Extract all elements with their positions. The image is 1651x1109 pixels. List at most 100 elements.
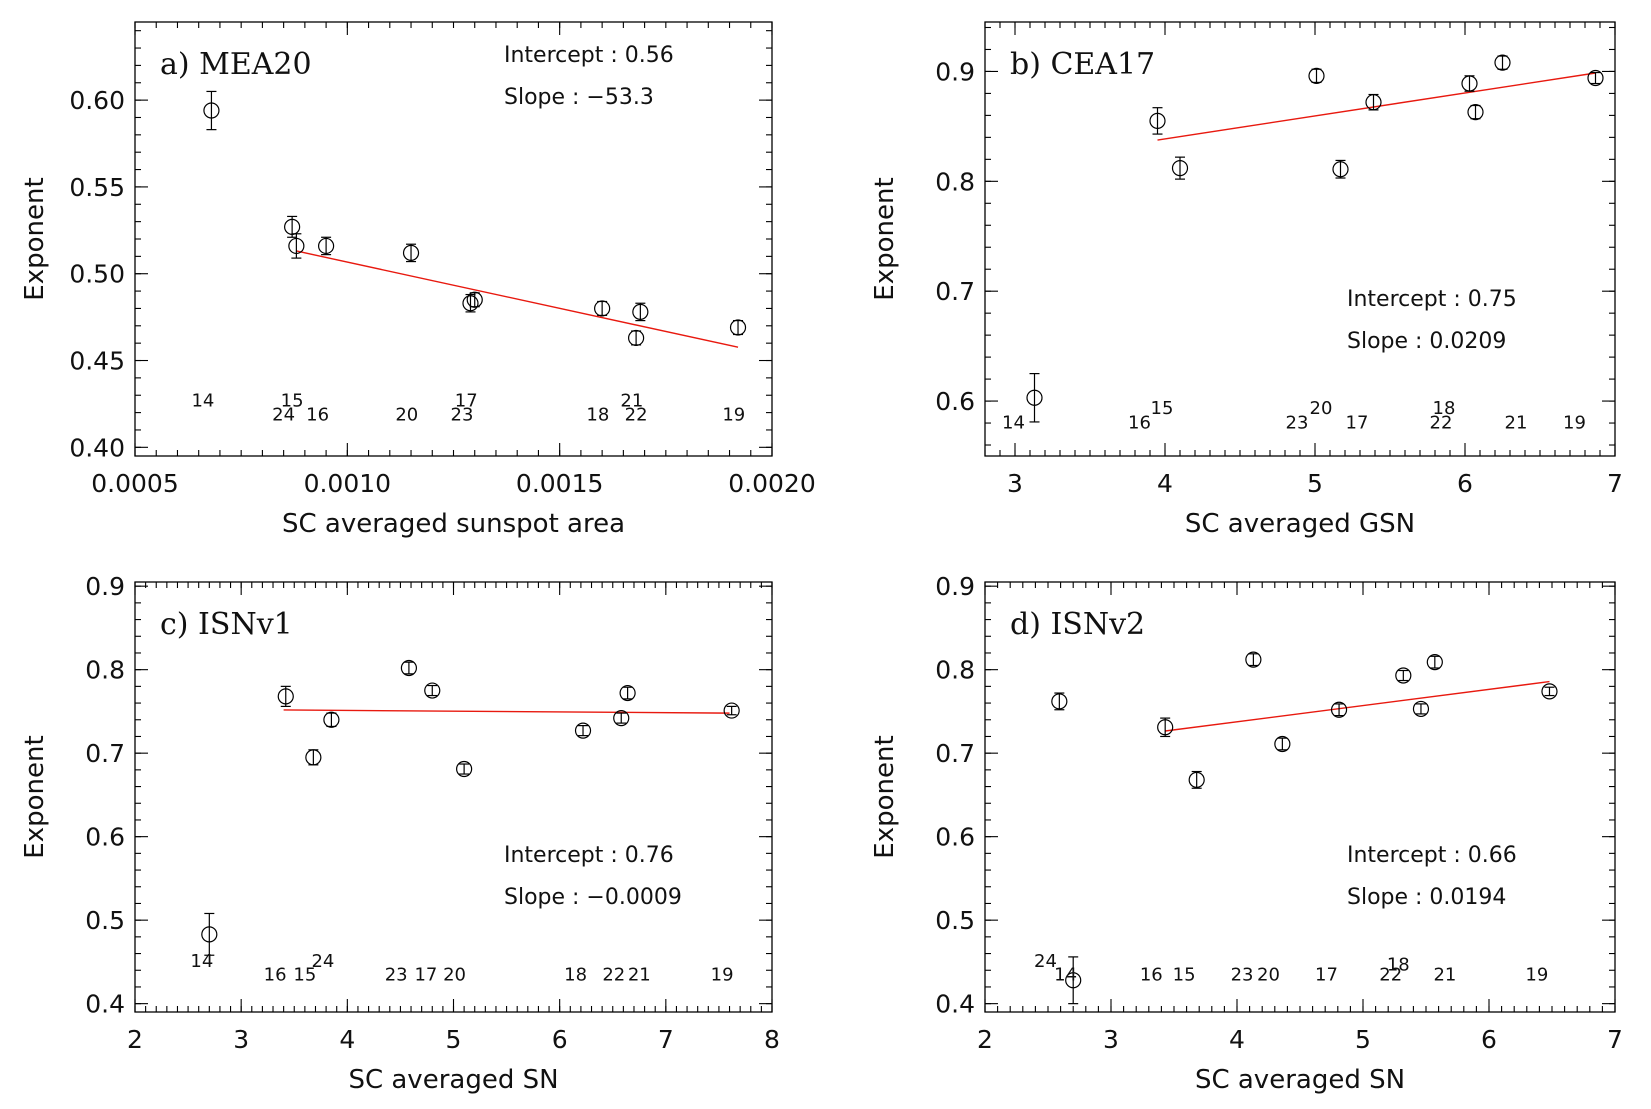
y-tick-label: 0.6 — [935, 823, 975, 852]
y-tick-label: 0.5 — [935, 906, 975, 935]
x-tick-label: 0.0015 — [516, 469, 603, 498]
intercept-text: Intercept : 0.66 — [1347, 843, 1517, 868]
y-tick-label: 0.6 — [935, 387, 975, 416]
data-point — [400, 659, 418, 677]
y-tick-label: 0.4 — [85, 990, 125, 1019]
data-point — [402, 244, 420, 261]
data-point — [1494, 54, 1511, 71]
panel-title: d) ISNv2 — [1010, 607, 1145, 642]
cycle-label: 19 — [711, 964, 734, 985]
y-tick-label: 0.9 — [85, 572, 125, 601]
x-tick-label: 6 — [1481, 1025, 1497, 1054]
data-point — [1461, 75, 1478, 92]
x-tick-label: 3 — [1103, 1025, 1119, 1054]
intercept-text: Intercept : 0.56 — [504, 43, 674, 68]
cycle-label: 20 — [443, 964, 466, 985]
x-tick-label: 5 — [446, 1025, 462, 1054]
y-axis-label: Exponent — [20, 177, 50, 300]
x-axis-label: SC averaged sunspot area — [282, 509, 625, 539]
x-tick-label: 0.0010 — [304, 469, 391, 498]
cycle-label: 23 — [1286, 413, 1309, 434]
y-tick-label: 0.4 — [935, 990, 975, 1019]
data-point — [1051, 693, 1068, 710]
cycle-label: 23 — [385, 964, 408, 985]
y-tick-label: 0.7 — [935, 739, 975, 768]
data-point — [632, 303, 649, 321]
data-point — [305, 749, 322, 766]
cycle-label: 16 — [264, 964, 287, 985]
x-tick-label: 4 — [1157, 469, 1173, 498]
cycle-label: 19 — [1563, 413, 1586, 434]
fit-line — [1165, 680, 1550, 732]
cycle-label: 18 — [1433, 398, 1456, 419]
data-point — [613, 709, 630, 727]
x-tick-label: 6 — [1457, 469, 1473, 498]
cycle-label: 21 — [1433, 964, 1456, 985]
cycle-label: 18 — [1387, 954, 1410, 975]
slope-text: Slope : 0.0194 — [1347, 885, 1506, 910]
cycle-label: 24 — [272, 404, 295, 425]
cycle-label: 17 — [1346, 413, 1369, 434]
data-point — [1171, 160, 1189, 177]
cycle-label: 19 — [1525, 964, 1548, 985]
data-point — [1245, 651, 1262, 668]
data-point — [1332, 161, 1349, 178]
y-tick-label: 0.8 — [935, 656, 975, 685]
intercept-text: Intercept : 0.76 — [504, 843, 674, 868]
plot-frame — [984, 581, 1616, 1013]
data-point — [1188, 771, 1205, 788]
data-point — [318, 237, 335, 255]
x-tick-label: 0.0020 — [728, 469, 815, 498]
data-point — [1157, 719, 1174, 736]
panel-title: c) ISNv1 — [160, 607, 293, 642]
x-tick-label: 0.0005 — [91, 469, 178, 498]
cycle-label: 14 — [190, 951, 213, 972]
data-point — [1330, 701, 1348, 718]
cycle-label: 14 — [191, 391, 214, 412]
cycle-label: 14 — [1054, 964, 1077, 985]
data-point — [1412, 700, 1430, 718]
data-point — [1274, 735, 1291, 753]
slope-text: Slope : 0.0209 — [1347, 329, 1506, 354]
fit-line — [1157, 72, 1596, 141]
cycle-label: 15 — [293, 964, 316, 985]
x-axis-label: SC averaged SN — [348, 1065, 558, 1095]
x-tick-label: 5 — [1307, 469, 1323, 498]
y-axis-label: Exponent — [870, 735, 900, 858]
y-axis-label: Exponent — [20, 735, 50, 858]
x-tick-label: 4 — [339, 1025, 355, 1054]
y-tick-label: 0.60 — [69, 86, 125, 115]
data-point — [456, 760, 473, 778]
y-tick-label: 0.5 — [85, 906, 125, 935]
data-point — [1026, 389, 1043, 406]
y-tick-label: 0.9 — [935, 57, 975, 86]
data-point — [1308, 67, 1325, 84]
x-tick-label: 7 — [658, 1025, 674, 1054]
x-tick-label: 7 — [1607, 1025, 1623, 1054]
cycle-label: 17 — [1315, 964, 1338, 985]
data-point — [1587, 69, 1604, 87]
x-tick-label: 2 — [127, 1025, 143, 1054]
data-point — [462, 295, 479, 312]
data-point — [1365, 94, 1382, 111]
panel-title: b) CEA17 — [1010, 47, 1155, 82]
y-tick-label: 0.40 — [69, 433, 125, 462]
cycle-label: 24 — [1034, 951, 1057, 972]
cycle-label: 22 — [1379, 964, 1402, 985]
x-axis-label: SC averaged GSN — [1185, 509, 1415, 539]
x-tick-label: 4 — [1229, 1025, 1245, 1054]
x-tick-label: 2 — [977, 1025, 993, 1054]
cycle-label: 14 — [1002, 413, 1025, 434]
y-tick-label: 0.45 — [69, 347, 125, 376]
intercept-text: Intercept : 0.75 — [1347, 287, 1517, 312]
plot-frame — [984, 21, 1616, 457]
data-point — [594, 300, 611, 317]
cycle-label: 15 — [281, 391, 304, 412]
cycle-label: 22 — [625, 404, 648, 425]
plot-frame — [134, 581, 773, 1013]
cycle-label: 18 — [586, 404, 609, 425]
panel-b: 3 4 5 6 7 0.6 0.7 0.8 0.9 SC averaged GSN Exponent… — [870, 21, 1623, 539]
cycle-label: 21 — [620, 391, 643, 412]
cycle-label: 19 — [722, 404, 745, 425]
